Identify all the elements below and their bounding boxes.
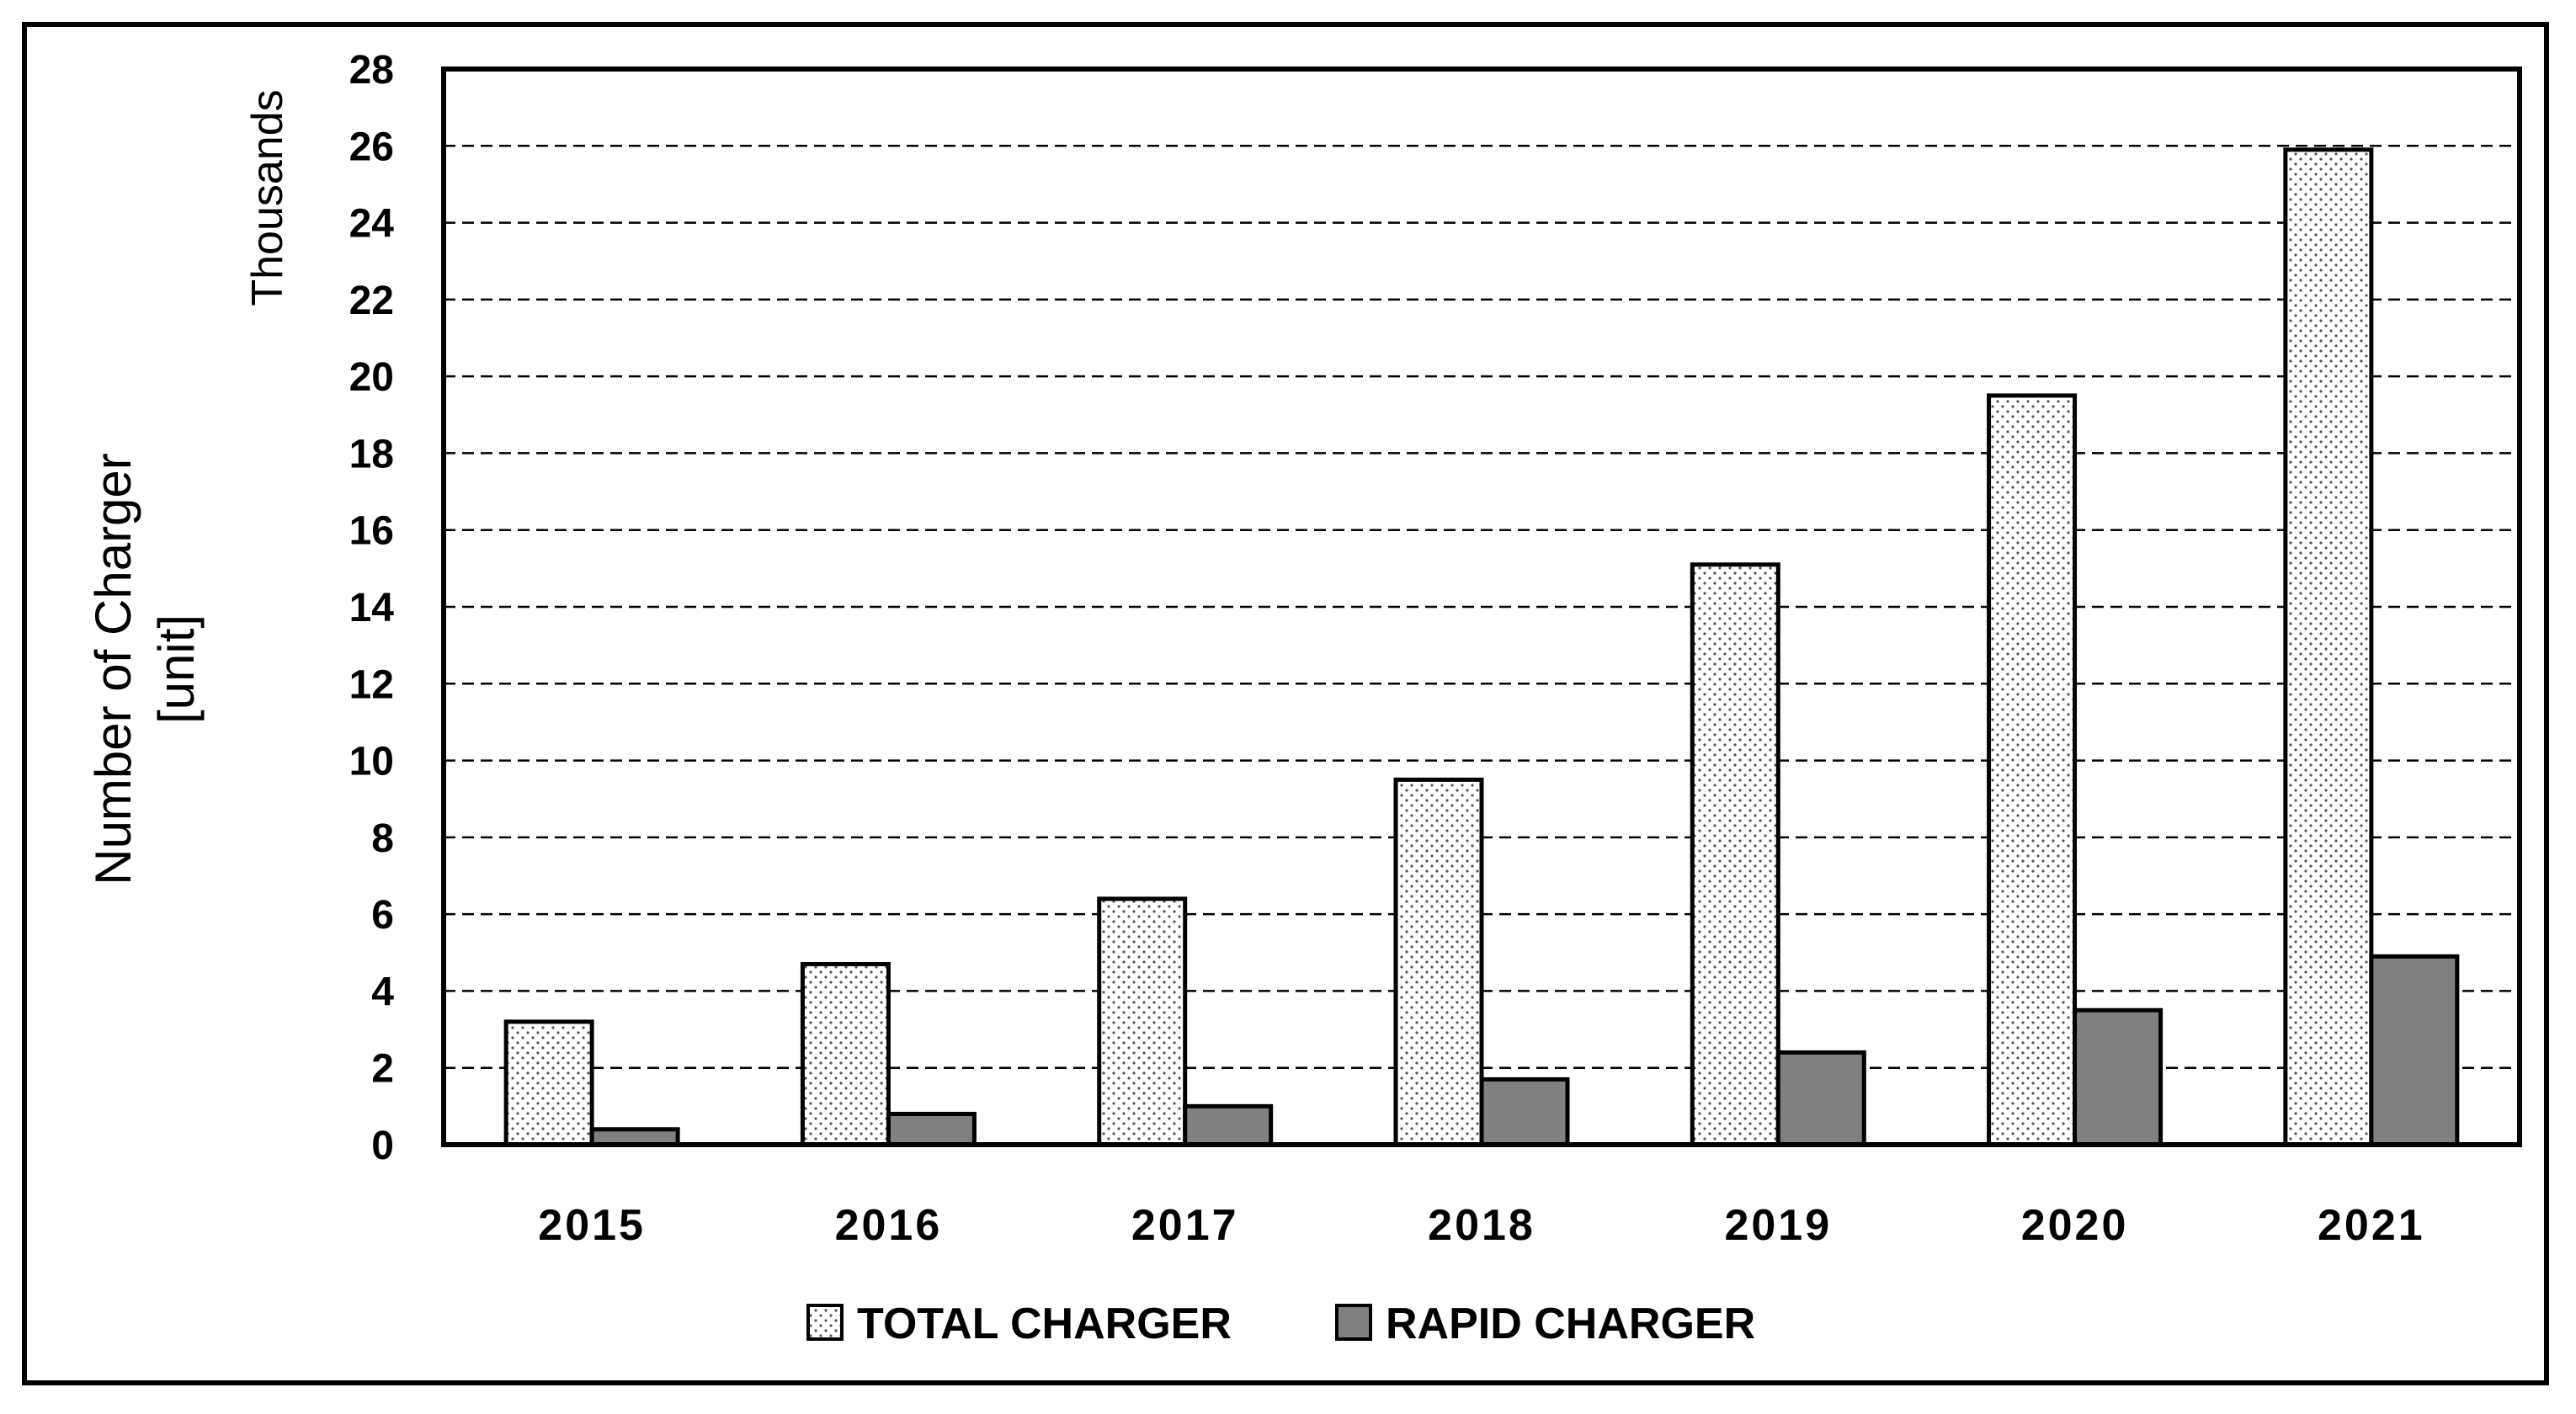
- y-tick-label: 16: [349, 509, 394, 554]
- x-tick-label: 2016: [835, 1201, 943, 1250]
- bar-total-charger-2017: [1097, 896, 1188, 1147]
- y-axis-unit-label: Thousands: [243, 89, 292, 306]
- legend-swatch: [1335, 1304, 1372, 1341]
- y-axis-label-line1: Number of Charger: [85, 453, 141, 885]
- legend: TOTAL CHARGER RAPID CHARGER: [806, 1300, 1755, 1348]
- legend-swatch: [806, 1304, 844, 1341]
- bar-rapid-charger-2018: [1479, 1076, 1570, 1147]
- y-tick-label: 0: [371, 1124, 394, 1168]
- x-axis-ticks: 2015 2016 2017 2018 2019 2020 2021: [538, 1201, 2425, 1250]
- x-tick-label: 2019: [1724, 1201, 1832, 1250]
- legend-label: RAPID CHARGER: [1386, 1300, 1755, 1348]
- y-tick-label: 6: [371, 893, 394, 938]
- y-tick-label: 8: [371, 816, 394, 861]
- x-tick-label: 2020: [2021, 1201, 2129, 1250]
- y-tick-label: 26: [349, 125, 394, 169]
- y-axis-label-line2: [unit]: [148, 614, 205, 724]
- x-tick-label: 2017: [1131, 1201, 1239, 1250]
- bar-rapid-charger-2019: [1775, 1050, 1866, 1147]
- bar-total-charger-2021: [2283, 147, 2374, 1147]
- bars: [503, 147, 2460, 1147]
- plot-area-border: [441, 66, 2522, 1147]
- bar-total-charger-2019: [1690, 562, 1780, 1147]
- bar-total-charger-2016: [800, 961, 891, 1147]
- bar-total-charger-2018: [1393, 777, 1484, 1147]
- x-tick-label: 2021: [2318, 1201, 2425, 1250]
- x-tick-label: 2018: [1428, 1201, 1535, 1250]
- bar-rapid-charger-2017: [1183, 1103, 1274, 1147]
- y-tick-label: 22: [349, 279, 394, 323]
- y-tick-label: 4: [371, 970, 394, 1014]
- y-tick-label: 14: [349, 586, 395, 630]
- y-tick-label: 24: [349, 202, 395, 247]
- bar-total-charger-2020: [1987, 393, 2078, 1147]
- y-tick-label: 2: [371, 1047, 394, 1092]
- bar-total-charger-2015: [503, 1019, 594, 1147]
- bar-rapid-charger-2021: [2369, 954, 2460, 1147]
- y-tick-label: 12: [349, 662, 394, 707]
- legend-label: TOTAL CHARGER: [857, 1300, 1232, 1348]
- bar-rapid-charger-2020: [2073, 1007, 2164, 1147]
- bar-rapid-charger-2016: [886, 1111, 977, 1147]
- x-tick-label: 2015: [538, 1201, 646, 1250]
- y-tick-label: 28: [349, 48, 394, 93]
- y-tick-label: 18: [349, 432, 394, 476]
- y-tick-label: 20: [349, 355, 394, 400]
- y-tick-label: 10: [349, 740, 394, 784]
